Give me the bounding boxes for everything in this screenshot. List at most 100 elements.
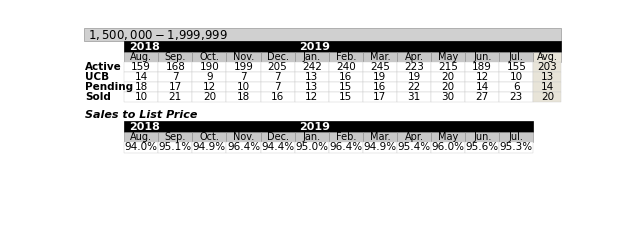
Text: 15: 15 [339, 82, 353, 92]
Text: $1,500,000 - $1,999,999: $1,500,000 - $1,999,999 [88, 28, 227, 42]
Text: 223: 223 [404, 62, 424, 72]
Text: 2019: 2019 [300, 42, 330, 51]
Bar [227, 132, 260, 142]
Text: Oct.: Oct. [200, 132, 220, 142]
Text: 16: 16 [373, 82, 387, 92]
Bar [227, 62, 260, 72]
Bar [294, 72, 329, 82]
Bar [329, 52, 363, 62]
Bar [465, 62, 499, 72]
Bar [329, 132, 363, 142]
Bar [397, 142, 431, 153]
Text: 15: 15 [339, 92, 353, 102]
Bar [294, 142, 329, 153]
Text: Sep.: Sep. [164, 52, 186, 62]
Text: 10: 10 [510, 72, 523, 82]
Text: 9: 9 [206, 72, 212, 82]
Text: 17: 17 [373, 92, 387, 102]
Bar [533, 92, 561, 102]
Bar [329, 92, 363, 102]
Text: 2018: 2018 [129, 42, 160, 51]
Bar [465, 52, 499, 62]
Bar [193, 62, 227, 72]
Bar [124, 142, 158, 153]
Text: Jul.: Jul. [509, 52, 524, 62]
Text: Apr.: Apr. [404, 52, 424, 62]
Text: Sold: Sold [85, 92, 111, 102]
Bar [294, 82, 329, 92]
Bar [397, 52, 431, 62]
Text: 14: 14 [134, 72, 148, 82]
Bar [260, 52, 294, 62]
Bar [363, 132, 397, 142]
Bar [363, 52, 397, 62]
Bar [499, 132, 533, 142]
Bar [158, 52, 193, 62]
Bar [431, 92, 465, 102]
Bar [363, 82, 397, 92]
Text: 31: 31 [408, 92, 420, 102]
Text: 20: 20 [442, 82, 454, 92]
Text: Jul.: Jul. [509, 132, 524, 142]
Bar [465, 82, 499, 92]
Text: 7: 7 [275, 72, 281, 82]
Bar [431, 72, 465, 82]
Bar [533, 82, 561, 92]
Bar [124, 82, 158, 92]
Text: Avg.: Avg. [537, 52, 558, 62]
Text: Aug.: Aug. [130, 132, 152, 142]
Bar [431, 52, 465, 62]
Text: Jan.: Jan. [303, 52, 321, 62]
Bar [397, 132, 431, 142]
Text: 95.1%: 95.1% [159, 143, 192, 152]
Text: 96.4%: 96.4% [227, 143, 260, 152]
Text: Aug.: Aug. [130, 52, 152, 62]
Bar [260, 82, 294, 92]
Bar [193, 82, 227, 92]
Bar [499, 52, 533, 62]
Bar [397, 72, 431, 82]
Bar [397, 62, 431, 72]
Text: Oct.: Oct. [200, 52, 220, 62]
Text: Mar.: Mar. [370, 52, 390, 62]
Text: May: May [438, 52, 458, 62]
Bar [124, 92, 158, 102]
Bar [499, 82, 533, 92]
Text: 190: 190 [200, 62, 220, 72]
Bar [499, 62, 533, 72]
Bar [363, 92, 397, 102]
Bar [294, 52, 329, 62]
Text: 245: 245 [370, 62, 390, 72]
Bar [431, 132, 465, 142]
Bar [431, 82, 465, 92]
Bar [227, 52, 260, 62]
Text: 18: 18 [134, 82, 148, 92]
Bar [260, 92, 294, 102]
Text: 94.4%: 94.4% [261, 143, 294, 152]
Text: 13: 13 [305, 82, 318, 92]
Text: 12: 12 [203, 82, 216, 92]
Text: 12: 12 [305, 92, 318, 102]
Bar [124, 62, 158, 72]
Bar [158, 142, 193, 153]
Text: 7: 7 [240, 72, 247, 82]
Text: 21: 21 [169, 92, 182, 102]
Text: 95.6%: 95.6% [466, 143, 499, 152]
Text: 94.9%: 94.9% [193, 143, 226, 152]
Text: 18: 18 [237, 92, 250, 102]
Bar [193, 132, 227, 142]
Bar [533, 52, 561, 62]
Bar [294, 92, 329, 102]
Text: Active: Active [85, 62, 122, 72]
Text: 16: 16 [271, 92, 284, 102]
Text: 205: 205 [268, 62, 287, 72]
Text: 7: 7 [172, 72, 179, 82]
Bar [158, 72, 193, 82]
Text: 96.0%: 96.0% [431, 143, 465, 152]
Text: 10: 10 [134, 92, 148, 102]
Text: Dec.: Dec. [267, 52, 289, 62]
Text: Apr.: Apr. [404, 132, 424, 142]
Bar [397, 82, 431, 92]
Text: 23: 23 [509, 92, 523, 102]
Bar [465, 72, 499, 82]
